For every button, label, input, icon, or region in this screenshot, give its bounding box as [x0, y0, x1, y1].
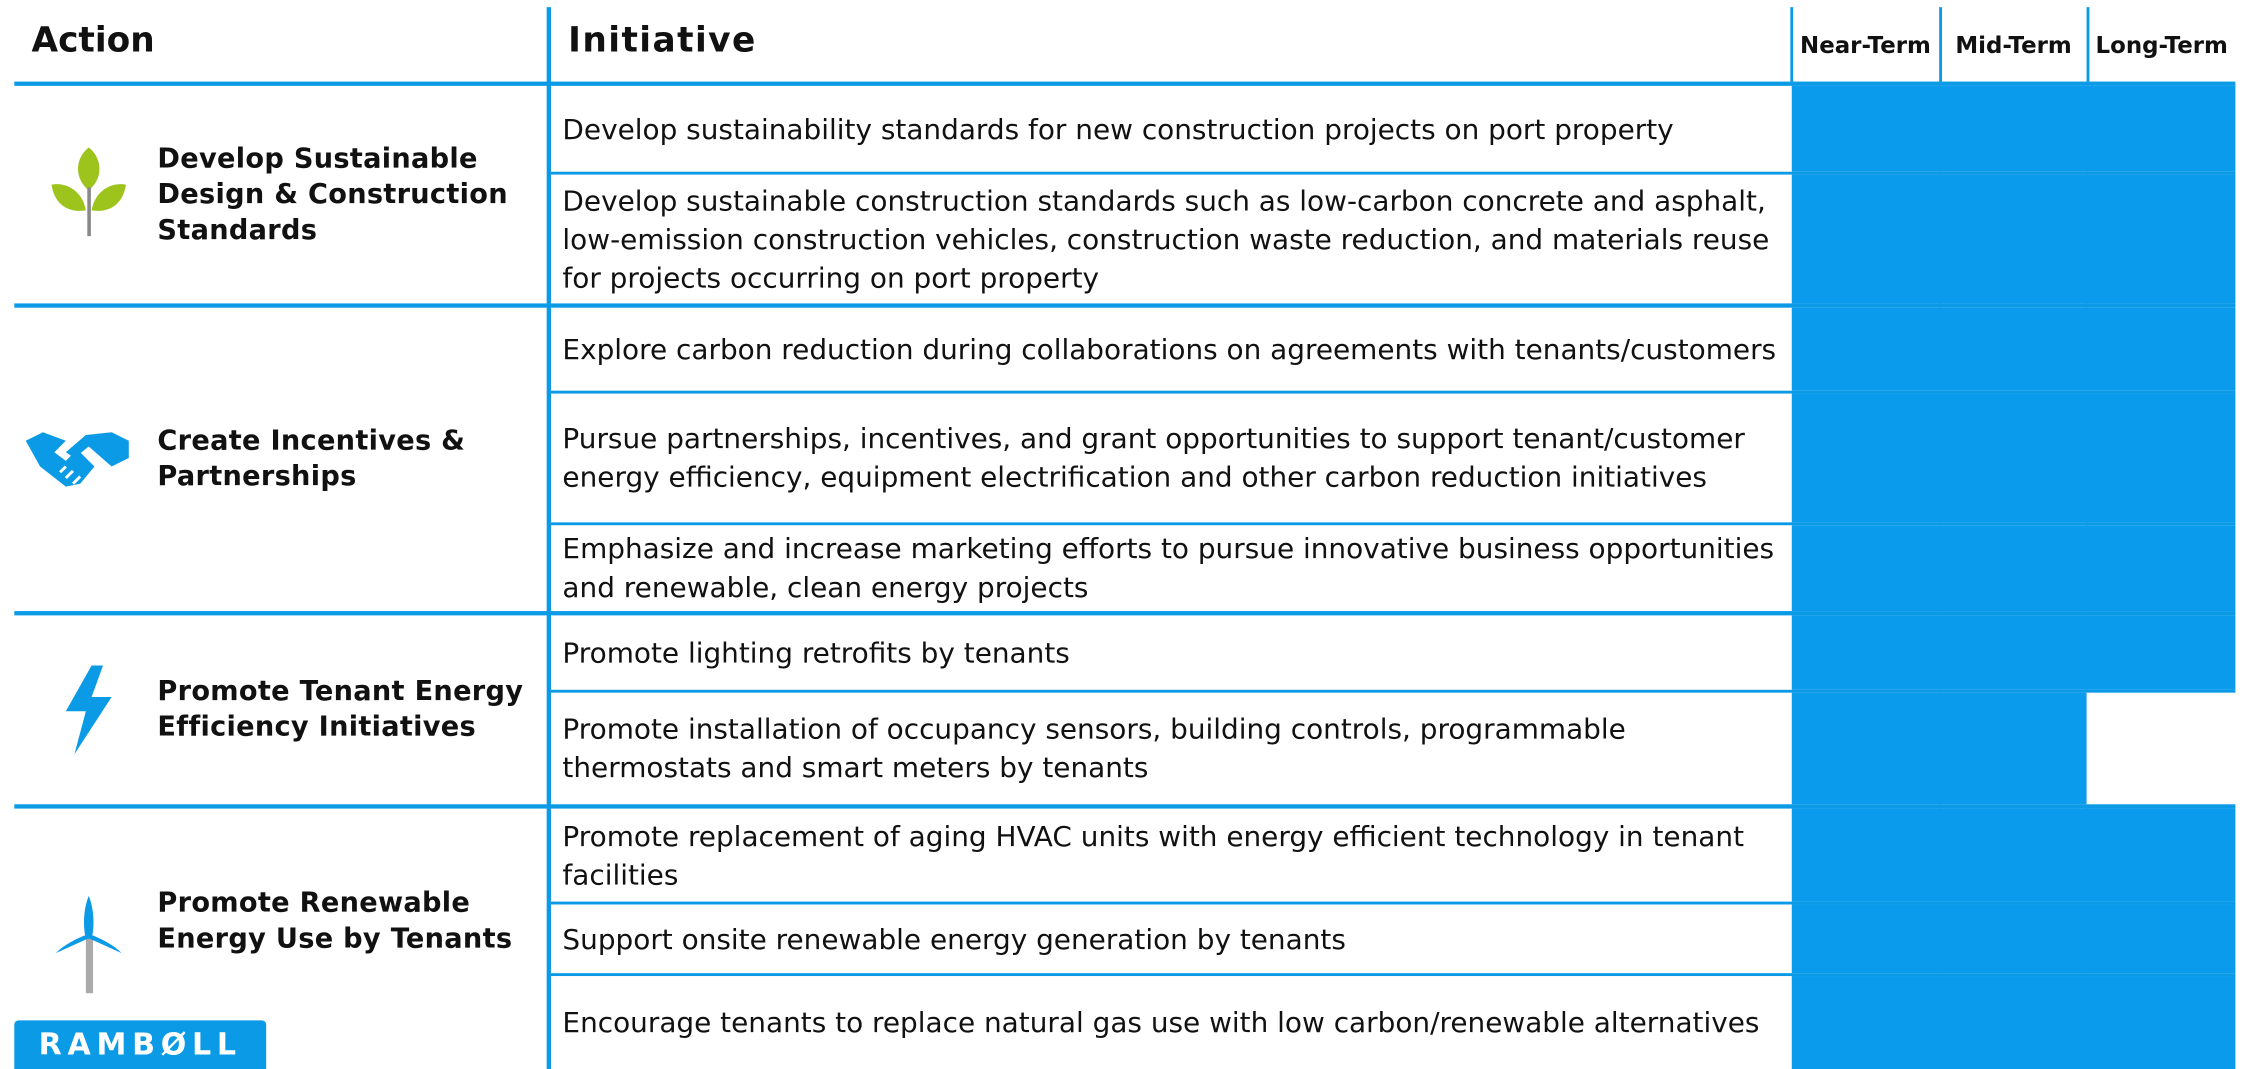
header-action: Action [31, 20, 155, 61]
timeline-bar [1791, 85, 1941, 172]
row-divider [550, 689, 2236, 693]
row-divider [550, 522, 2236, 526]
timeline-bar [1791, 393, 1941, 523]
initiative: Promote replacement of aging HVAC units … [562, 819, 1745, 891]
action: Promote Tenant Energy Efficiency Initiat… [157, 675, 524, 743]
initiative: Develop sustainable construction standar… [562, 183, 1770, 295]
timeline-bar [1939, 615, 2089, 690]
timeline-bar [2086, 904, 2236, 974]
group-divider [14, 611, 2236, 616]
action-icon [20, 409, 134, 509]
timeline-bar [1939, 976, 2089, 1069]
row-divider [550, 901, 2236, 905]
timeline-bar [1939, 904, 2089, 974]
row-divider [550, 390, 2236, 394]
action: Develop Sustainable Design & Constructio… [157, 142, 508, 246]
timeline-bar [1791, 307, 1941, 391]
divider [2086, 7, 2090, 84]
divider [1939, 7, 1943, 84]
timeline-bar [1939, 307, 2089, 391]
initiative: Pursue partnerships, incentives, and gra… [562, 422, 1745, 494]
timeline-bar [2086, 85, 2236, 172]
timeline-bar [1939, 393, 2089, 523]
initiative: Promote lighting retrofits by tenants [562, 636, 1070, 670]
header-term: Long-Term [2095, 30, 2228, 58]
group-divider [14, 303, 2236, 308]
initiative: Promote installation of occupancy sensor… [562, 712, 1626, 785]
initiative: Encourage tenants to replace natural gas… [562, 1006, 1760, 1039]
timeline-bar [1939, 808, 2089, 902]
row-divider [550, 973, 2236, 977]
initiative: Explore carbon reduction during collabor… [562, 332, 1777, 366]
timeline-bar [1791, 615, 1941, 690]
timeline-bar [1791, 174, 1941, 304]
timeline-bar [1939, 174, 2089, 304]
logo: RAMBØLL [14, 1020, 267, 1069]
header-initiative: Initiative [568, 20, 757, 61]
divider [14, 81, 2236, 86]
timeline-bar [1939, 525, 2089, 612]
initiative: Develop sustainability standards for new… [562, 112, 1674, 146]
group-divider [14, 804, 2236, 809]
timeline-bar [2086, 174, 2236, 304]
timeline-bar [2086, 808, 2236, 902]
action: Create Incentives & Partnerships [157, 425, 466, 493]
timeline-bar [1791, 904, 1941, 974]
action-icon [31, 660, 145, 760]
action: Promote Renewable Energy Use by Tenants [157, 887, 513, 955]
timeline-bar [1791, 692, 1941, 805]
timeline-bar [1791, 808, 1941, 902]
timeline-bar [2086, 307, 2236, 391]
header-term: Mid-Term [1955, 30, 2072, 58]
action-icon [31, 895, 145, 996]
timeline-bar [1939, 85, 2089, 172]
timeline-bar [2086, 525, 2236, 612]
initiative: Emphasize and increase marketing efforts… [562, 532, 1775, 604]
timeline-bar [2086, 393, 2236, 523]
timeline-bar [1791, 976, 1941, 1069]
action-icon [31, 145, 145, 245]
timeline-bar [2086, 615, 2236, 690]
timeline-bar [1939, 692, 2087, 805]
timeline-bar [1791, 525, 1941, 612]
timeline-bar [2086, 976, 2236, 1069]
row-divider [550, 171, 2236, 175]
divider [1790, 7, 1794, 84]
divider [546, 7, 551, 1069]
header-term: Near-Term [1800, 30, 1931, 58]
initiative: Support onsite renewable energy generati… [562, 922, 1346, 956]
